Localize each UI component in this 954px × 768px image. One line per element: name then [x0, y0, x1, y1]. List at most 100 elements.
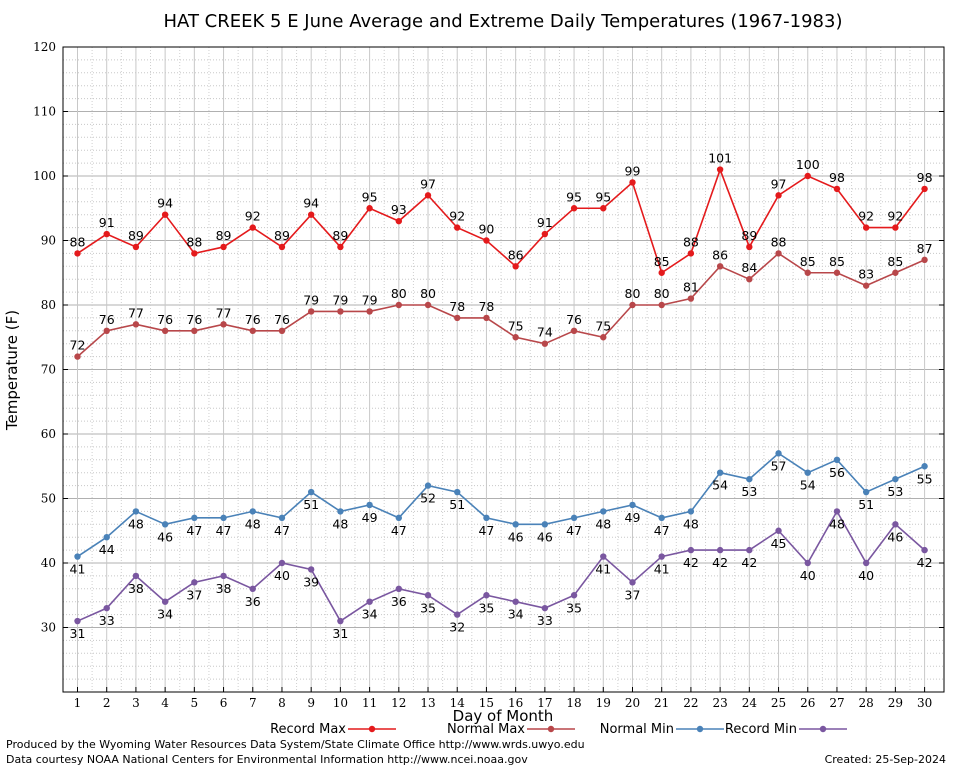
data-label: 31	[70, 626, 86, 641]
y-tick-label: 90	[41, 234, 56, 248]
data-point	[132, 321, 140, 328]
legend-label: Normal Min	[600, 722, 674, 737]
data-point	[191, 514, 198, 522]
legend-marker	[547, 725, 555, 733]
data-label: 37	[625, 587, 641, 602]
data-point	[658, 514, 665, 522]
data-point	[512, 598, 519, 605]
x-tick-label: 9	[307, 696, 315, 710]
data-label: 42	[741, 555, 757, 570]
data-point	[103, 604, 110, 612]
data-label: 89	[741, 228, 757, 243]
x-tick-label: 6	[220, 696, 228, 710]
data-label: 89	[274, 228, 290, 243]
data-label: 46	[508, 529, 524, 544]
x-tick-label: 14	[450, 696, 466, 710]
data-point	[483, 592, 490, 599]
data-point	[921, 546, 928, 554]
x-tick-label: 23	[712, 696, 727, 710]
x-tick-label: 30	[917, 696, 932, 710]
data-point	[600, 205, 607, 212]
data-point	[600, 334, 607, 341]
data-label: 35	[420, 600, 436, 615]
data-point	[512, 263, 519, 270]
y-tick-label: 50	[41, 492, 56, 506]
data-point	[804, 559, 811, 567]
y-tick-label: 60	[41, 427, 56, 441]
data-point	[337, 508, 344, 515]
data-label: 76	[274, 312, 290, 327]
data-label: 99	[625, 163, 641, 178]
x-tick-label: 19	[596, 696, 611, 710]
data-label: 42	[712, 555, 728, 570]
data-label: 79	[362, 292, 378, 307]
y-tick-label: 120	[33, 40, 56, 54]
data-label: 80	[654, 286, 670, 301]
data-point	[833, 508, 841, 515]
data-point	[658, 301, 665, 309]
data-point	[103, 230, 110, 238]
data-label: 84	[741, 260, 757, 275]
data-label: 40	[858, 568, 874, 583]
data-label: 35	[566, 600, 582, 615]
y-tick-label: 30	[41, 621, 56, 635]
data-label: 89	[332, 228, 348, 243]
x-tick-label: 27	[829, 696, 844, 710]
data-label: 44	[99, 542, 115, 557]
data-label: 46	[157, 529, 173, 544]
y-tick-label: 110	[33, 105, 56, 119]
data-point	[278, 559, 286, 567]
data-point	[278, 243, 286, 251]
data-point	[366, 308, 373, 315]
y-axis-label: Temperature (F)	[3, 310, 21, 431]
data-label: 91	[99, 215, 115, 230]
data-label: 40	[274, 568, 290, 583]
data-label: 81	[683, 280, 699, 295]
series-line	[77, 452, 925, 558]
data-point	[862, 488, 870, 496]
data-label: 38	[128, 581, 144, 596]
data-point	[307, 566, 315, 573]
data-label: 92	[449, 209, 465, 224]
data-label: 48	[332, 516, 348, 531]
data-label: 89	[128, 228, 144, 243]
data-label: 36	[245, 594, 261, 609]
grid	[63, 47, 944, 692]
data-point	[570, 327, 578, 334]
x-tick-label: 2	[103, 696, 111, 710]
data-point	[570, 514, 578, 522]
data-label: 37	[186, 587, 202, 602]
footer-created-date: Created: 25-Sep-2024	[824, 753, 946, 766]
data-point	[687, 295, 695, 302]
x-tick-label: 10	[333, 696, 348, 710]
data-label: 31	[332, 626, 348, 641]
data-label: 35	[478, 600, 494, 615]
data-point	[307, 308, 315, 315]
data-point	[161, 211, 169, 218]
data-point	[629, 179, 636, 186]
data-label: 49	[362, 510, 378, 525]
data-label: 47	[274, 523, 290, 538]
data-label: 46	[887, 529, 903, 544]
data-point	[132, 243, 140, 251]
data-label: 79	[303, 292, 319, 307]
data-point	[862, 282, 870, 289]
data-point	[512, 334, 519, 341]
data-point	[132, 508, 140, 515]
data-point	[220, 321, 227, 328]
data-label: 92	[858, 209, 874, 224]
data-label: 78	[449, 299, 465, 314]
data-label: 33	[537, 613, 553, 628]
data-point	[833, 269, 841, 276]
data-label: 34	[157, 607, 173, 622]
x-tick-label: 11	[362, 696, 377, 710]
data-point	[541, 230, 549, 238]
data-point	[629, 301, 636, 309]
data-label: 53	[741, 484, 757, 499]
data-point	[424, 192, 432, 199]
data-point	[278, 327, 286, 334]
data-point	[249, 585, 256, 592]
data-point	[220, 514, 227, 522]
data-label: 55	[917, 471, 933, 486]
data-label: 101	[708, 151, 732, 166]
